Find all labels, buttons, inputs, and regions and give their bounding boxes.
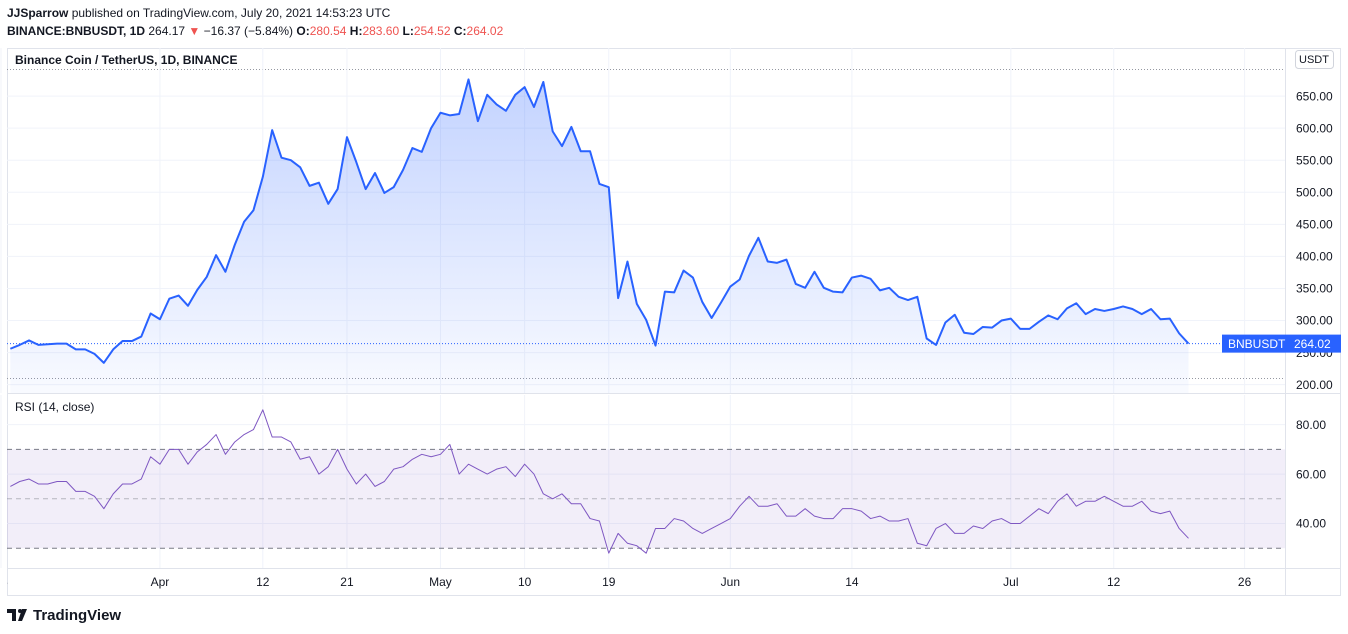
pane-title: Binance Coin / TetherUS, 1D, BINANCE [15, 53, 237, 67]
logo-icon [18, 609, 27, 621]
publish-line: JJSparrow published on TradingView.com, … [7, 4, 503, 22]
y-tick-label: 550.00 [1296, 153, 1333, 167]
x-tick-label: 12 [1107, 575, 1121, 589]
pane-title: RSI (14, close) [15, 400, 94, 414]
price-tag-value: 264.02 [1294, 337, 1331, 351]
publisher: JJSparrow [7, 6, 69, 20]
change: −16.37 (−5.84%) [203, 24, 294, 38]
unit-label: USDT [1299, 54, 1329, 66]
y-tick-label: 80.00 [1296, 418, 1326, 432]
x-tick-label: Jul [1003, 575, 1018, 589]
line [9, 78, 1190, 364]
price-tag [1222, 334, 1341, 353]
x-tick-label: 10 [518, 575, 532, 589]
symbol: BINANCE:BNBUSDT, 1D [7, 24, 146, 38]
close-label: C: [453, 24, 467, 38]
y-tick-label: 300.00 [1296, 314, 1333, 328]
open: 280.54 [309, 24, 347, 38]
time-axis: 15 Apr 12 21 May 10 19 Jun 14 Jul 12 26 [0, 575, 1252, 589]
y-tick-label: 650.00 [1296, 89, 1333, 103]
x-tick-label: 26 [1238, 575, 1252, 589]
pane [9, 78, 1190, 393]
header: JJSparrow published on TradingView.com, … [7, 4, 503, 40]
y-tick-label: 60.00 [1296, 467, 1326, 481]
y-tick-label: 350.00 [1296, 282, 1333, 296]
price-tag-name: BNBUSDT [1228, 337, 1286, 351]
brand-name: TradingView [33, 607, 121, 624]
quote-line: BINANCE:BNBUSDT, 1D 264.17 ▼ −16.37 (−5.… [7, 22, 503, 40]
last-price: 264.17 [148, 24, 186, 38]
x-tick-label: Jun [721, 575, 740, 589]
brand-logo: TradingView [7, 607, 121, 624]
x-tick-label: May [429, 575, 452, 589]
low: 254.52 [413, 24, 451, 38]
x-tick-label: 21 [340, 575, 354, 589]
logo-icon [7, 609, 16, 621]
chart-frame [7, 48, 1341, 596]
direction: ▼ [188, 24, 201, 38]
y-tick-label: 450.00 [1296, 218, 1333, 232]
low-label: L: [402, 24, 414, 38]
y-tick-label: 500.00 [1296, 185, 1333, 199]
x-tick-label: 12 [256, 575, 270, 589]
x-tick-label: Apr [151, 575, 170, 589]
y-tick-label: 400.00 [1296, 250, 1333, 264]
close: 264.02 [466, 24, 504, 38]
open-label: O: [296, 24, 310, 38]
line [10, 409, 1189, 554]
x-tick-label: 15 [0, 575, 8, 589]
y-tick-label: 600.00 [1296, 121, 1333, 135]
area [10, 79, 1189, 393]
pane [7, 409, 1285, 554]
high-label: H: [349, 24, 363, 38]
y-tick-label: 40.00 [1296, 517, 1326, 531]
x-tick-label: 19 [602, 575, 616, 589]
publish-info: published on TradingView.com, July 20, 2… [71, 6, 391, 20]
high: 283.60 [362, 24, 400, 38]
unit-box [1295, 50, 1334, 69]
x-tick-label: 14 [845, 575, 859, 589]
y-tick-label: 200.00 [1296, 378, 1333, 392]
